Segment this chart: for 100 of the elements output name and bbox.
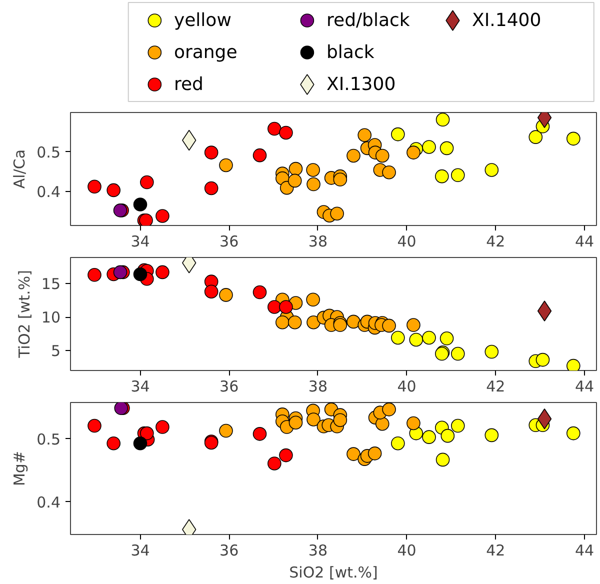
point <box>106 183 120 198</box>
point <box>106 436 120 450</box>
point <box>306 412 320 426</box>
point <box>204 146 218 160</box>
point <box>440 332 454 346</box>
point <box>88 418 102 433</box>
point <box>219 158 233 172</box>
point <box>333 172 348 186</box>
point <box>375 416 390 431</box>
point <box>537 300 552 322</box>
x-tick-label: 38 <box>308 542 328 560</box>
x-tick-label: 44 <box>574 378 594 396</box>
x-axis-title: SiO2 [wt.%] <box>289 564 378 582</box>
point <box>140 175 154 190</box>
point <box>252 148 267 162</box>
point <box>450 418 465 433</box>
legend-label: orange <box>174 42 238 63</box>
x-tick-label: 44 <box>574 232 594 250</box>
point <box>391 330 405 345</box>
point <box>566 132 580 146</box>
point <box>528 130 543 144</box>
point <box>140 426 154 440</box>
point <box>409 332 424 347</box>
point <box>113 265 128 280</box>
point <box>435 169 449 184</box>
point <box>484 344 499 359</box>
point <box>566 358 580 370</box>
point <box>391 436 405 450</box>
y-tick-label: 10 <box>41 308 61 327</box>
x-tick-label: 44 <box>574 542 594 560</box>
legend-label: XI.1300 <box>326 74 396 95</box>
y-axis-title: Mg# <box>10 450 29 486</box>
point <box>288 162 303 176</box>
x-tick-label: 42 <box>486 542 506 560</box>
y-axis-title: TiO2 [wt.%] <box>15 270 34 359</box>
point <box>566 426 580 440</box>
point <box>288 174 302 188</box>
point <box>422 140 436 154</box>
point <box>306 315 320 330</box>
point <box>288 315 302 330</box>
x-tick-label: 42 <box>486 378 506 396</box>
x-tick-label: 40 <box>397 232 416 250</box>
point <box>133 198 148 212</box>
point <box>268 300 282 314</box>
point <box>382 165 396 180</box>
point <box>450 168 465 182</box>
point <box>268 456 282 470</box>
x-tick-label: 38 <box>308 378 328 396</box>
point <box>156 265 170 280</box>
legend-label: XI.1400 <box>472 10 542 31</box>
point <box>406 416 420 430</box>
point <box>268 122 282 136</box>
point <box>156 209 170 223</box>
point <box>368 446 382 460</box>
legend-label: yellow <box>174 10 232 31</box>
x-tick-label: 36 <box>220 378 239 396</box>
point <box>536 352 550 367</box>
point <box>279 300 293 314</box>
point <box>375 148 390 163</box>
legend-label: black <box>326 42 375 63</box>
point <box>382 318 396 333</box>
point <box>306 177 320 192</box>
y-axis-title: Al/Ca <box>10 149 29 189</box>
point <box>252 427 267 441</box>
point <box>288 416 303 430</box>
y-tick-label: 0.5 <box>36 430 61 448</box>
y-tick-label: 5 <box>50 342 61 360</box>
point <box>88 268 102 282</box>
point <box>219 424 233 438</box>
point <box>279 448 293 462</box>
point <box>346 148 360 163</box>
point <box>346 447 360 461</box>
point <box>484 163 499 177</box>
point <box>382 402 396 416</box>
x-tick-label: 34 <box>130 542 150 560</box>
x-tick-label: 34 <box>130 378 150 396</box>
y-tick-label: 0.4 <box>36 182 61 201</box>
point <box>88 180 102 194</box>
point <box>279 126 293 140</box>
y-tick-label: 0.4 <box>36 493 61 512</box>
y-tick-label: 0.5 <box>36 143 61 162</box>
point <box>422 330 436 345</box>
legend-label: red <box>174 74 204 95</box>
point <box>252 285 267 300</box>
point <box>333 413 348 427</box>
point <box>156 420 170 434</box>
point <box>406 146 420 160</box>
point <box>330 206 344 220</box>
point <box>346 314 360 329</box>
x-tick-label: 36 <box>220 232 239 250</box>
x-tick-label: 40 <box>397 542 416 560</box>
point <box>391 127 405 142</box>
point <box>484 428 499 442</box>
point <box>440 141 454 156</box>
point <box>204 284 218 298</box>
point <box>440 428 455 443</box>
point <box>219 288 233 302</box>
point <box>358 128 372 142</box>
point <box>306 163 320 177</box>
y-tick-label: 15 <box>41 275 61 294</box>
